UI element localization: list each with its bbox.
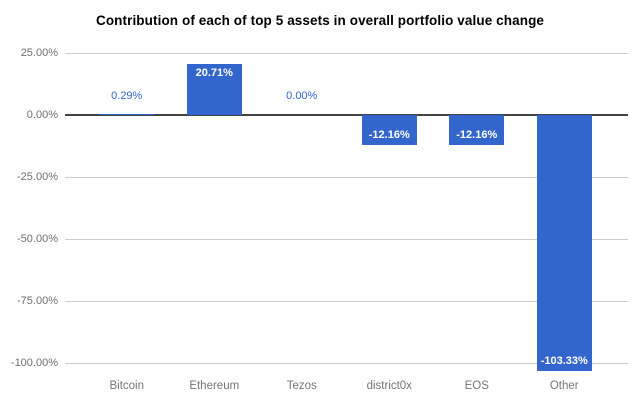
gridline [65,53,628,54]
x-axis-label-other: Other [549,380,579,392]
y-axis-tick-label: -100.00% [10,357,58,369]
bar-value-label-ethereum: 20.71% [195,66,233,79]
bar-district0x[interactable] [361,115,417,145]
x-axis-zero-baseline [65,114,628,116]
x-axis-label-eos: EOS [464,380,489,392]
y-axis-tick-label: 0.00% [26,109,58,121]
chart-title: Contribution of each of top 5 assets in … [95,13,545,28]
x-axis-label-district0x: district0x [366,380,412,392]
gridline [65,301,628,302]
bar-value-label-eos: -12.16% [456,129,498,142]
gridline [65,239,628,240]
gridline [65,363,628,364]
bar-bitcoin[interactable] [99,114,155,116]
bar-other[interactable] [536,115,592,371]
bar-value-label-bitcoin: 0.29% [111,90,143,102]
y-axis-tick-label: 25.00% [20,47,58,59]
bar-value-label-other: -103.33% [540,355,588,368]
bar-value-label-district0x: -12.16% [368,129,410,142]
bar-ethereum[interactable] [186,63,242,115]
y-axis-tick-label: -25.00% [17,171,58,183]
x-axis-label-ethereum: Ethereum [189,380,240,392]
bar-eos[interactable] [449,115,505,145]
x-axis-label-tezos: Tezos [286,380,317,392]
y-axis-tick-label: -75.00% [17,295,58,307]
gridline [65,177,628,178]
bar-value-label-tezos: 0.00% [286,90,318,102]
x-axis-label-bitcoin: Bitcoin [109,380,145,392]
y-axis-tick-label: -50.00% [17,233,58,245]
